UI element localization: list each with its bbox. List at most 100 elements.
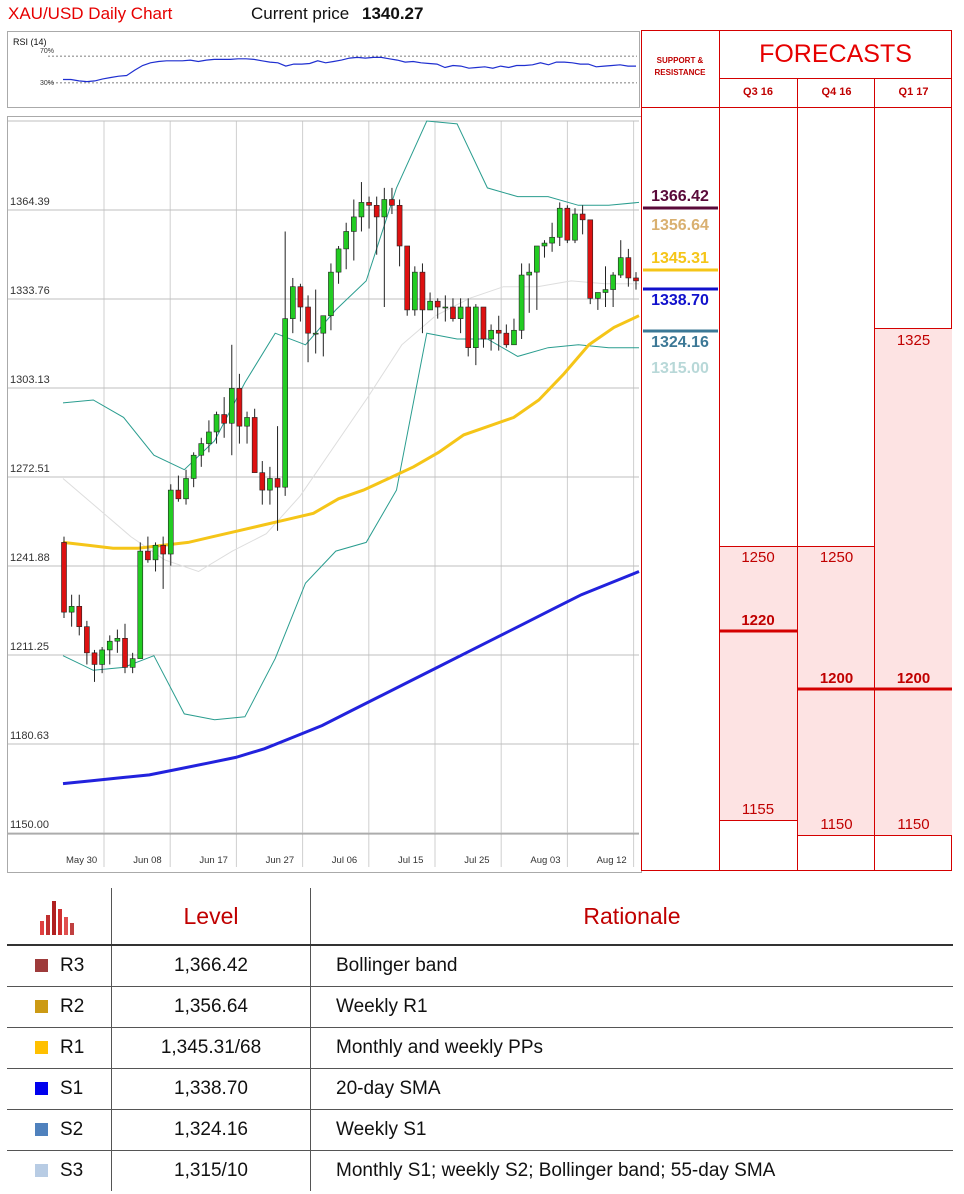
candle-body xyxy=(625,257,632,279)
price-chart: 1395.01 1364.39 1333.76 1303.13 1272.51 1241.… xyxy=(7,107,642,873)
candle-body xyxy=(183,478,189,500)
color-swatch xyxy=(35,1164,48,1178)
rsi-line xyxy=(63,56,636,83)
rsi-title: RSI (14) xyxy=(13,37,47,47)
forecast-col-q3-16: Q3 16 xyxy=(743,86,773,98)
row-label: S3 xyxy=(60,1160,84,1181)
bar-chart-logo-cell xyxy=(7,888,112,946)
row-rationale: Bollinger band xyxy=(310,945,953,987)
candle-body xyxy=(137,550,144,659)
y-tick-label: 1364.39 xyxy=(10,196,50,208)
table-header-level: Level xyxy=(111,888,311,946)
sr-heading-line2: RESISTANCE xyxy=(654,68,706,77)
candle-body xyxy=(442,306,449,309)
y-tick-label: 1272.51 xyxy=(10,463,50,475)
candle-body xyxy=(335,248,342,273)
table-row: S1 1,338.70 20-day SMA xyxy=(7,1068,953,1110)
sr-level-s3: 1315.00 xyxy=(651,360,709,377)
candle-body xyxy=(381,199,388,218)
row-label: S1 xyxy=(60,1078,84,1099)
y-tick-label: 1150.00 xyxy=(10,819,49,831)
bar-chart-icon xyxy=(40,901,74,935)
candle-body xyxy=(595,292,601,299)
row-rationale: Weekly S1 xyxy=(310,1109,953,1151)
support-resistance-heading: SUPPORT & RESISTANCE xyxy=(641,55,719,79)
candle-body xyxy=(68,606,75,613)
candle-body xyxy=(518,274,525,331)
candle-body xyxy=(404,245,411,311)
row-level: 1,338.70 xyxy=(111,1068,311,1110)
candle-body xyxy=(99,649,105,665)
row-level: 1,366.42 xyxy=(111,945,311,987)
price-chart-plot: 1395.01 1364.39 1333.76 1303.13 1272.51 1241.… xyxy=(8,107,640,867)
candle-body xyxy=(564,207,571,241)
forecast-q3-high: 1250 xyxy=(741,549,775,566)
forecast-q3-mid: 1220 xyxy=(741,612,775,629)
candle-body xyxy=(259,472,266,491)
x-tick-label: Aug 12 xyxy=(597,855,627,866)
candle-body xyxy=(587,219,594,299)
candle-body xyxy=(114,637,121,642)
rsi-level-70: 70% xyxy=(40,48,55,55)
candle-body xyxy=(106,640,113,651)
candle-body xyxy=(282,318,288,488)
row-level: 1,324.16 xyxy=(111,1109,311,1151)
table-row: R2 1,356.64 Weekly R1 xyxy=(7,986,953,1028)
candle-body xyxy=(602,289,609,293)
row-rationale: 20-day SMA xyxy=(310,1068,953,1110)
candle-body xyxy=(61,542,67,613)
candle-body xyxy=(572,213,578,241)
sr-heading-line1: SUPPORT & xyxy=(656,56,704,65)
candle-body xyxy=(373,205,380,218)
candle-body xyxy=(190,454,197,479)
series-line-bollinger-lower xyxy=(62,332,639,721)
table-header-row: Level Rationale xyxy=(7,888,953,946)
forecast-q1-high: 1325 xyxy=(896,332,931,349)
x-tick-label: May 30 xyxy=(66,855,97,866)
levels-table: Level Rationale R3 1,366.42 Bollinger ba… xyxy=(7,888,953,1191)
candle-body xyxy=(320,315,327,334)
row-label: R3 xyxy=(60,955,85,976)
candle-body xyxy=(145,550,151,561)
candle-body xyxy=(289,286,296,319)
x-tick-label: Jun 08 xyxy=(133,855,162,866)
candle-body xyxy=(351,216,357,232)
candle-body xyxy=(213,414,220,433)
x-tick-label: Jun 27 xyxy=(266,855,295,866)
candle-body xyxy=(465,306,472,348)
table-row: R3 1,366.42 Bollinger band xyxy=(7,945,953,987)
candle-body xyxy=(617,257,624,276)
candle-body xyxy=(450,306,456,319)
row-level: 1,315/10 xyxy=(111,1150,311,1191)
candle-body xyxy=(541,242,548,247)
candle-body xyxy=(457,306,464,319)
row-rationale: Weekly R1 xyxy=(310,986,953,1028)
forecast-q1-mid: 1200 xyxy=(896,670,931,687)
sr-level-r2: 1356.64 xyxy=(651,217,709,234)
candle-body xyxy=(129,658,136,668)
forecast-q3-low: 1155 xyxy=(741,801,775,818)
candle-body xyxy=(579,213,586,221)
forecast-q4-mid: 1200 xyxy=(819,670,854,687)
chart-title: XAU/USD Daily Chart xyxy=(8,4,173,23)
candle-body xyxy=(312,332,319,335)
row-label-cell: S2 xyxy=(7,1109,112,1151)
table-row: S2 1,324.16 Weekly S1 xyxy=(7,1109,953,1151)
candle-body xyxy=(511,329,517,346)
candle-body xyxy=(549,236,555,244)
row-label: R2 xyxy=(60,996,85,1017)
sr-level-s2: 1324.16 xyxy=(651,334,709,351)
x-tick-label: Aug 03 xyxy=(530,855,560,866)
candle-body xyxy=(76,606,83,627)
rsi-level-30: 30% xyxy=(40,80,55,87)
y-tick-label: 1211.25 xyxy=(10,641,49,653)
candle-body xyxy=(556,207,563,238)
color-swatch xyxy=(35,1041,48,1055)
row-label: S2 xyxy=(60,1119,84,1140)
candle-body xyxy=(610,274,616,290)
forecast-col-q4-16: Q4 16 xyxy=(821,86,852,98)
candle-body xyxy=(221,414,227,424)
candle-body xyxy=(480,306,487,340)
candle-body xyxy=(297,286,304,308)
candle-body xyxy=(495,329,502,334)
